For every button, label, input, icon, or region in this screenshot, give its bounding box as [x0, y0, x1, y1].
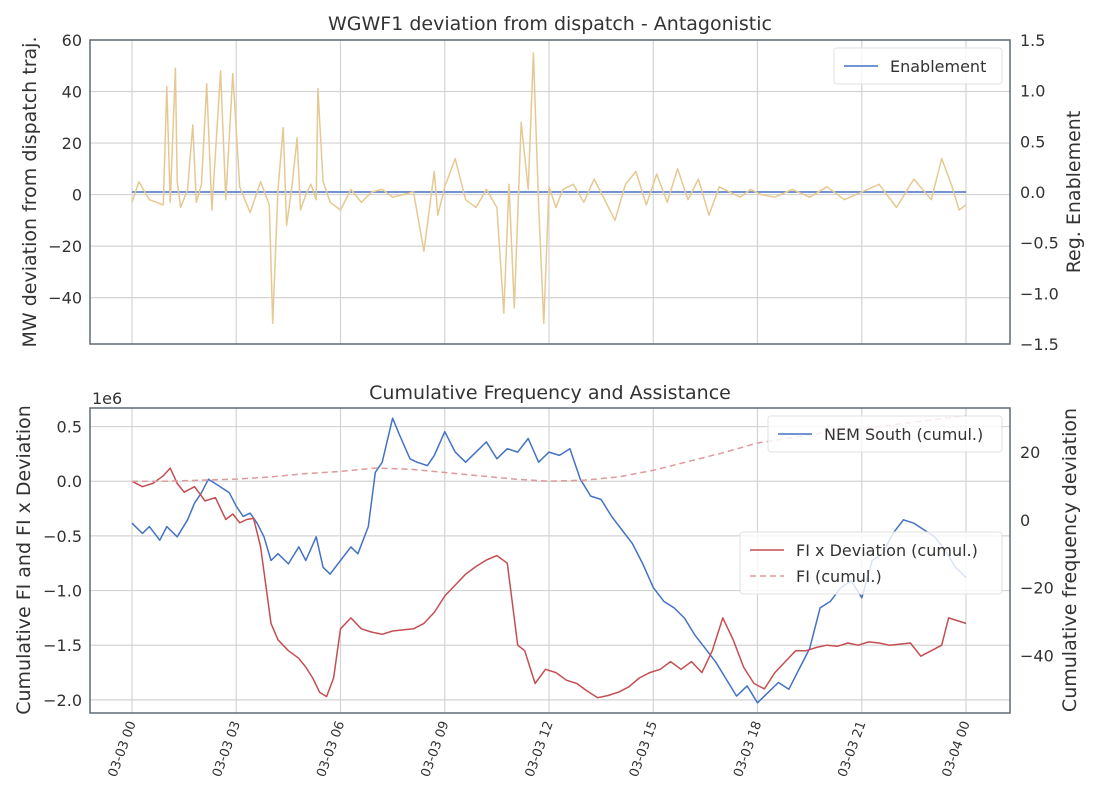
top-left-ticks: −40 −20 0 20 40 60	[48, 31, 82, 308]
top-right-axis-label: Reg. Enablement	[1063, 111, 1085, 274]
bottom-left-ticks: −2.0 −1.5 −1.0 −0.5 0.0 0.5	[43, 418, 82, 710]
bottom-right-axis-label: Cumulative frequency deviation	[1059, 408, 1081, 712]
bottom-left-tick-label: 0.0	[57, 472, 82, 491]
x-tick-label: 03-03 09	[418, 719, 452, 779]
legend-label: Enablement	[890, 57, 986, 76]
legend-label: FI x Deviation (cumul.)	[796, 541, 978, 560]
top-legend: Enablement	[833, 47, 1003, 85]
x-tick-label: 03-03 18	[731, 719, 765, 779]
legend-box	[767, 415, 1003, 453]
top-right-tick-label: 0.0	[1020, 183, 1045, 202]
bottom-left-tick-label: −1.0	[43, 582, 82, 601]
top-left-tick-label: −20	[48, 237, 82, 256]
top-series	[131, 52, 967, 325]
legend-label: NEM South (cumul.)	[824, 425, 983, 444]
top-left-axis-label: MW deviation from dispatch traj.	[19, 37, 41, 348]
x-tick-label: 03-03 15	[627, 719, 661, 779]
bottom-left-axis-label: Cumulative FI and FI x Deviation	[13, 405, 35, 715]
bottom-panel: −2.0 −1.5 −1.0 −0.5 0.0 0.5 −40 −20 0 20 03-03 0…	[13, 382, 1081, 779]
x-tick-label: 03-03 06	[314, 719, 348, 779]
bottom-left-tick-label: −1.5	[43, 636, 82, 655]
bottom-left-tick-label: −0.5	[43, 527, 82, 546]
x-tick-label: 03-03 00	[106, 719, 140, 779]
bottom-right-tick-label: −20	[1020, 579, 1054, 598]
legend-box	[833, 47, 1003, 85]
offset-text: 1e6	[92, 389, 122, 408]
bottom-right-tick-label: 20	[1020, 443, 1040, 462]
top-right-tick-label: −0.5	[1020, 234, 1059, 253]
bottom-right-tick-label: 0	[1020, 511, 1030, 530]
top-axes-frame	[89, 39, 1011, 345]
top-left-tick-label: 60	[62, 31, 82, 50]
top-left-tick-label: 20	[62, 134, 82, 153]
top-panel: −40 −20 0 20 40 60 −1.5 −1.0 −0.5 0.0 0.5 1.0 1.5 W…	[19, 13, 1085, 354]
top-series-line-deviation	[131, 52, 967, 325]
legend-box	[739, 531, 1003, 595]
bottom-axes-frame	[89, 407, 1011, 714]
top-chart-title: WGWF1 deviation from dispatch - Antagoni…	[328, 13, 772, 35]
legend-label: FI (cumul.)	[796, 567, 882, 586]
bottom-right-ticks: −40 −20 0 20	[1020, 443, 1054, 665]
top-right-tick-label: 1.0	[1020, 82, 1045, 101]
top-right-tick-label: −1.0	[1020, 284, 1059, 303]
bottom-legends: NEM South (cumul.) FI x Deviation (cumul.…	[739, 415, 1003, 595]
bottom-right-tick-label: −40	[1020, 646, 1054, 665]
x-tick-label: 03-04 00	[940, 719, 974, 779]
bottom-left-tick-label: −2.0	[43, 691, 82, 710]
top-left-tick-label: 40	[62, 83, 82, 102]
top-right-tick-label: −1.5	[1020, 335, 1059, 354]
bottom-series-line-fi-x-deviation-cumul	[131, 467, 967, 699]
bottom-chart-title: Cumulative Frequency and Assistance	[369, 382, 731, 404]
bottom-x-ticks: 03-03 00 03-03 03 03-03 06 03-03 09 03-03 12…	[106, 719, 974, 779]
x-tick-label: 03-03 21	[835, 719, 869, 779]
bottom-left-tick-label: 0.5	[57, 418, 82, 437]
top-right-tick-label: 0.5	[1020, 132, 1045, 151]
x-tick-label: 03-03 12	[523, 719, 557, 779]
top-left-tick-label: 0	[72, 186, 82, 205]
top-left-tick-label: −40	[48, 289, 82, 308]
x-tick-label: 03-03 03	[210, 719, 244, 779]
top-right-ticks: −1.5 −1.0 −0.5 0.0 0.5 1.0 1.5	[1020, 31, 1059, 354]
top-right-tick-label: 1.5	[1020, 31, 1045, 50]
